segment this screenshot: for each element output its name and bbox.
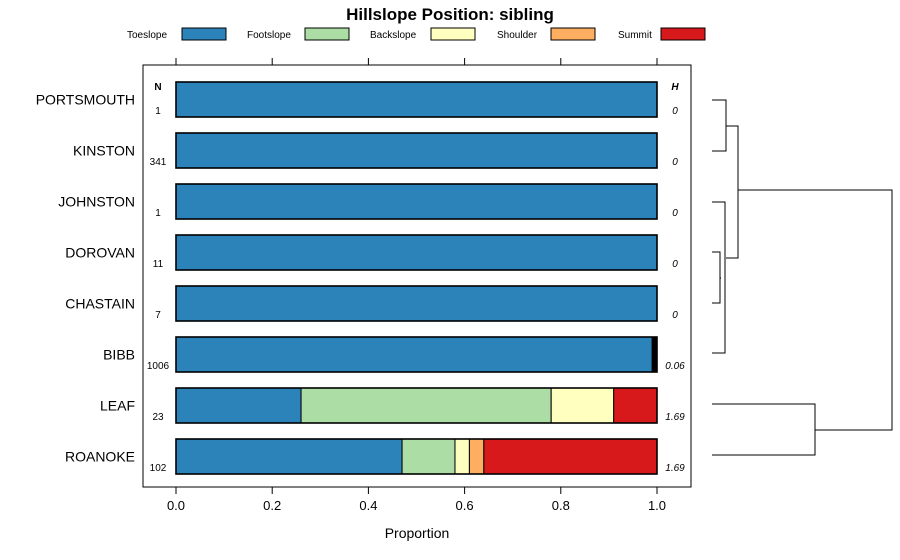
bar-segment-toeslope	[175, 336, 653, 373]
legend-swatch-shoulder	[550, 27, 596, 41]
row-n-value: 1	[155, 106, 161, 117]
legend-swatch-toeslope	[181, 27, 227, 41]
bar-segment-summit	[483, 438, 658, 475]
bar-segment-backslope	[454, 438, 470, 475]
bar-segment-shoulder	[468, 438, 485, 475]
bars: PORTSMOUTH 1 0 KINSTON 341 0 JOHNSTON 1 0 DOROVAN…	[36, 81, 685, 475]
x-tick-label: 0.0	[167, 498, 185, 513]
row-h-value: 0	[672, 310, 678, 321]
bar-outline	[175, 285, 658, 322]
row-h-value: 0	[672, 259, 678, 270]
legend-swatch-footslope	[304, 27, 350, 41]
bar-outline	[175, 336, 658, 373]
row-n-value: 341	[150, 157, 167, 168]
legend-label-toeslope: Toeslope	[127, 30, 167, 41]
bar-outline	[175, 234, 658, 271]
row-label: JOHNSTON	[58, 194, 135, 210]
bar-outline	[175, 132, 658, 169]
x-tick-label: 0.8	[552, 498, 570, 513]
n-header: N	[154, 82, 161, 93]
legend-swatch-summit	[660, 27, 706, 41]
row-h-value: 0	[672, 208, 678, 219]
bar-segment-toeslope	[175, 81, 658, 118]
row-h-value: 1.69	[665, 412, 685, 423]
bar-segment-footslope	[300, 387, 552, 424]
row-n-value: 102	[150, 463, 167, 474]
row-n-value: 11	[153, 259, 164, 270]
row-label: ROANOKE	[65, 449, 135, 465]
x-tick-label: 0.2	[263, 498, 281, 513]
legend: Toeslope Footslope Backslope Shoulder Summit	[127, 27, 706, 41]
bar-outline	[175, 438, 658, 475]
row-label: PORTSMOUTH	[36, 92, 135, 108]
bar-segment-toeslope	[175, 438, 403, 475]
row-label: KINSTON	[73, 143, 135, 159]
x-tick-label: 1.0	[648, 498, 666, 513]
row-label: DOROVAN	[65, 245, 135, 261]
bar-segment-toeslope	[175, 285, 658, 322]
row-n-value: 23	[152, 412, 164, 423]
bar-segment-backslope	[550, 387, 615, 424]
x-axis: 0.0 0.2 0.4 0.6 0.8 1.0	[167, 58, 666, 513]
row-h-value: 0.06	[665, 361, 685, 372]
row-n-value: 7	[155, 310, 161, 321]
row-label: BIBB	[103, 347, 135, 363]
bar-segment-toeslope	[175, 132, 658, 169]
bar-outline	[175, 183, 658, 220]
row-h-value: 0	[672, 157, 678, 168]
dendrogram-branches	[712, 99, 893, 456]
row-h-value: 1.69	[665, 463, 685, 474]
bar-segment-toeslope	[175, 387, 302, 424]
legend-label-summit: Summit	[618, 30, 652, 41]
row-n-value: 1006	[147, 361, 170, 372]
dendrogram	[712, 99, 893, 456]
row-n-value: 1	[155, 208, 161, 219]
plot-frame	[142, 64, 692, 488]
bar-segment-toeslope	[175, 183, 658, 220]
x-axis-title: Proportion	[385, 525, 450, 541]
bar-outline	[175, 387, 658, 424]
row-h-value: 0	[672, 106, 678, 117]
chart-title: Hillslope Position: sibling	[346, 5, 554, 24]
bar-outline	[175, 81, 658, 118]
h-header: H	[671, 82, 679, 93]
bar-segment-footslope	[401, 438, 456, 475]
legend-swatch-backslope	[430, 27, 476, 41]
row-label: LEAF	[100, 398, 135, 414]
legend-label-backslope: Backslope	[370, 30, 417, 41]
legend-label-footslope: Footslope	[247, 30, 291, 41]
bar-segment-summit	[613, 387, 658, 424]
x-tick-label: 0.4	[359, 498, 377, 513]
x-tick-label: 0.6	[456, 498, 474, 513]
legend-label-shoulder: Shoulder	[497, 30, 538, 41]
bar-segment-toeslope	[175, 234, 658, 271]
row-label: CHASTAIN	[65, 296, 135, 312]
